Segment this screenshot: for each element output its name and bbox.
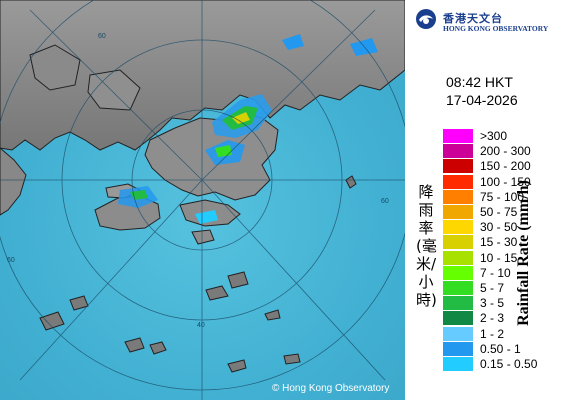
- ring-label: 60: [381, 198, 389, 205]
- small-island: [227, 271, 249, 289]
- radial-line: [19, 179, 203, 381]
- legend-swatch: [443, 159, 473, 174]
- ring-label: 60: [7, 257, 15, 264]
- legend-swatch: [443, 144, 473, 159]
- legend-swatch: [443, 220, 473, 235]
- legend-label: 10 - 15: [480, 250, 518, 265]
- small-island: [39, 311, 65, 331]
- radial-line: [29, 9, 203, 181]
- small-island: [149, 341, 167, 355]
- legend-swatch: [443, 296, 473, 311]
- legend-swatch: [443, 326, 473, 341]
- legend-swatch: [443, 189, 473, 204]
- org-name-en: HONG KONG OBSERVATORY: [443, 24, 549, 33]
- legend-label: 150 - 200: [480, 159, 531, 174]
- small-island: [69, 295, 89, 311]
- legend-panel: 香港天文台 HONG KONG OBSERVATORY 08:42 HKT 17…: [405, 0, 577, 400]
- radial-line: [201, 9, 376, 181]
- ring-label: 40: [197, 322, 205, 329]
- legend-label: 100 - 150: [480, 174, 531, 189]
- radar-date: 17-04-2026: [446, 92, 518, 108]
- legend-label: 2 - 3: [480, 311, 505, 326]
- legend-swatch: [443, 311, 473, 326]
- legend-label: 200 - 300: [480, 144, 531, 159]
- hko-logo-icon: [416, 9, 436, 29]
- radar-time: 08:42 HKT: [446, 74, 513, 90]
- rain-echo: [215, 145, 232, 157]
- range-rings: [0, 0, 405, 400]
- ring-label: 60: [98, 33, 106, 40]
- legend-label: >300: [480, 129, 508, 143]
- rain-echo: [195, 210, 218, 224]
- legend-label: 0.50 - 1: [480, 341, 521, 356]
- legend-swatch: [443, 129, 473, 143]
- small-island: [227, 359, 247, 373]
- legend-swatch: [443, 341, 473, 356]
- small-island: [191, 229, 215, 245]
- mainland-coast: [0, 0, 405, 151]
- rain-echoes: [118, 34, 378, 224]
- west-island: [29, 44, 81, 91]
- radar-map-svg: 60 60 40 60: [0, 0, 405, 400]
- legend-label: 5 - 7: [480, 281, 505, 295]
- copyright-text: © Hong Kong Observatory: [272, 383, 390, 394]
- rain-echo: [350, 38, 378, 56]
- small-island: [124, 337, 145, 353]
- legend-swatch: [443, 235, 473, 250]
- legend-label: 30 - 50: [480, 220, 518, 235]
- legend-label: 15 - 30: [480, 235, 518, 250]
- legend-swatch: [443, 250, 473, 265]
- header-logo[interactable]: 香港天文台 HONG KONG OBSERVATORY: [413, 6, 577, 34]
- radial-line: [201, 179, 386, 381]
- legend-label: 50 - 75: [480, 205, 518, 219]
- legend-swatch: [443, 357, 473, 371]
- small-island: [264, 309, 281, 321]
- legend-label: 7 - 10: [480, 265, 511, 280]
- legend-label: 0.15 - 0.50: [480, 357, 538, 371]
- legend-swatch: [443, 265, 473, 280]
- legend-swatch: [443, 281, 473, 295]
- rain-echo: [282, 34, 304, 50]
- legend-label: 1 - 2: [480, 326, 505, 341]
- rain-echo: [232, 112, 250, 124]
- small-island: [205, 285, 229, 301]
- legend-swatch: [443, 205, 473, 219]
- small-island: [345, 175, 357, 189]
- legend-swatch: [443, 174, 473, 189]
- legend-title-zh: 降雨率(毫米/小時): [416, 183, 437, 309]
- legend-label: 3 - 5: [480, 296, 505, 311]
- small-island: [283, 353, 301, 365]
- rain-echo: [130, 190, 148, 200]
- radar-map[interactable]: 60 60 40 60 © Hong Kong Observatory: [0, 0, 405, 400]
- west-landmass: [0, 147, 27, 216]
- org-name-zh: 香港天文台: [443, 12, 503, 25]
- legend-label: 75 - 100: [480, 189, 525, 204]
